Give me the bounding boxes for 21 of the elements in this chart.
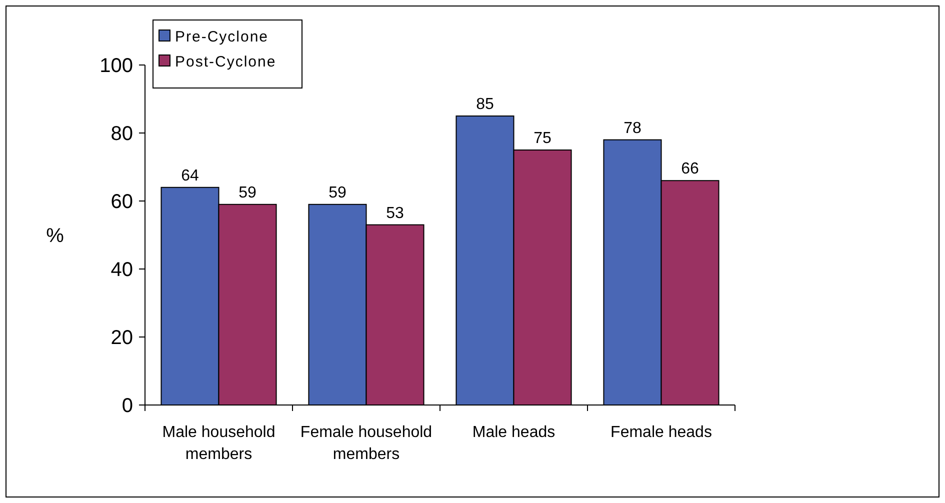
y-tick-label: 80 — [110, 123, 133, 145]
y-tick-label: 20 — [110, 327, 133, 349]
data-label: 53 — [386, 204, 404, 222]
data-label: 64 — [181, 167, 199, 184]
legend-label: Post-Cyclone — [175, 53, 276, 70]
data-label: 59 — [328, 184, 346, 202]
data-label: 75 — [534, 130, 552, 147]
data-label: 78 — [624, 120, 642, 137]
x-tick-label: Female household members — [300, 424, 432, 463]
y-tick-label: 100 — [100, 55, 133, 77]
data-label: 66 — [681, 160, 700, 178]
y-tick-label: 60 — [110, 191, 133, 213]
data-label: 85 — [476, 96, 494, 113]
x-tick-label: Female heads — [610, 424, 712, 441]
y-tick-label: 40 — [110, 259, 133, 281]
legend-label: Pre-Cyclone — [175, 28, 269, 46]
y-axis-title: % — [46, 225, 64, 247]
x-tick-label: Male heads — [472, 424, 556, 441]
y-tick-label: 0 — [122, 395, 133, 417]
data-label: 59 — [238, 184, 257, 202]
x-tick-label: Male household members — [162, 424, 276, 463]
